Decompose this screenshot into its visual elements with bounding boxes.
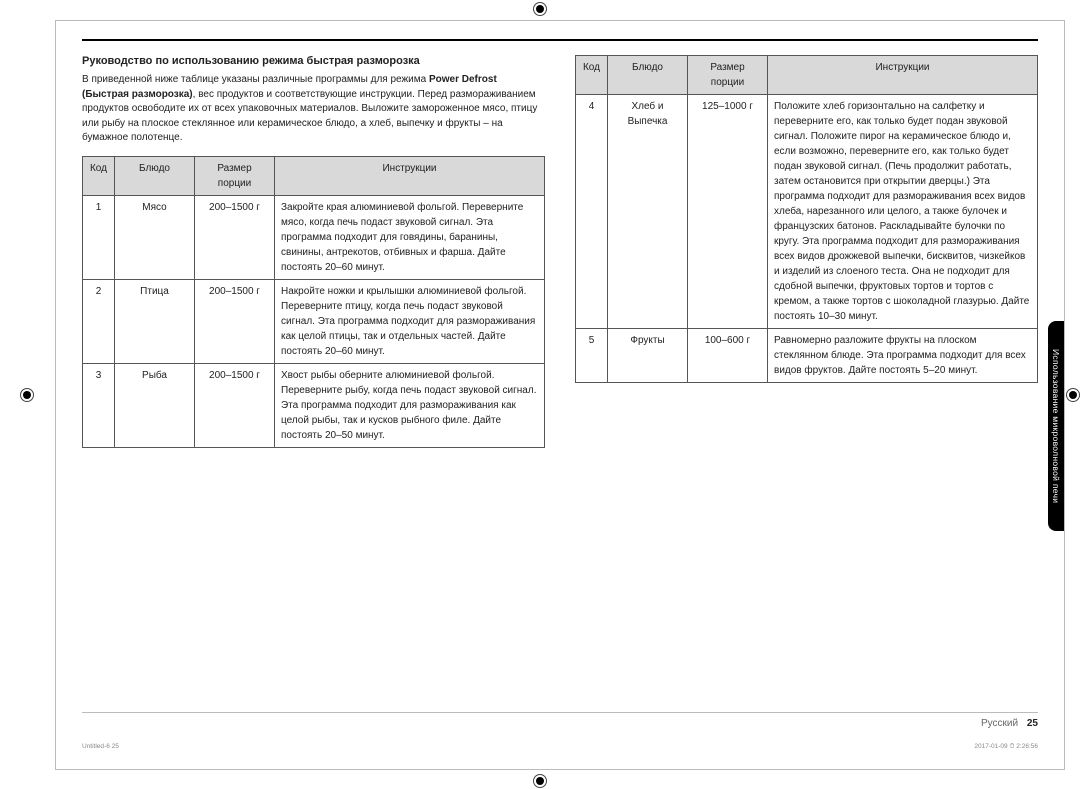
th-instr: Инструкции <box>275 156 545 195</box>
cell-instructions: Закройте края алюминиевой фольгой. Перев… <box>275 195 545 279</box>
defrost-table-left: Код Блюдо Размер порции Инструкции 1Мясо… <box>82 156 545 448</box>
cell-code: 4 <box>576 95 608 329</box>
section-title: Руководство по использованию режима быст… <box>82 55 545 67</box>
cell-instructions: Положите хлеб горизонтально на салфетку … <box>768 95 1038 329</box>
reg-mark-bottom <box>533 774 547 788</box>
cell-dish: Рыба <box>115 363 195 447</box>
footer-language: Русский <box>981 718 1018 729</box>
reg-mark-left <box>20 388 34 402</box>
print-right: 2017-01-09 ⏱ 2:26:56 <box>974 743 1038 751</box>
cell-dish: Хлеб и Выпечка <box>608 95 688 329</box>
print-left: Untitled-6 25 <box>82 743 119 751</box>
th-instr: Инструкции <box>768 56 1038 95</box>
cell-code: 2 <box>83 279 115 363</box>
cell-instructions: Хвост рыбы оберните алюминиевой фольгой.… <box>275 363 545 447</box>
columns: Руководство по использованию режима быст… <box>82 55 1038 448</box>
reg-mark-top <box>533 2 547 16</box>
column-left: Руководство по использованию режима быст… <box>82 55 545 448</box>
th-code: Код <box>83 156 115 195</box>
th-dish: Блюдо <box>115 156 195 195</box>
page: Руководство по использованию режима быст… <box>55 20 1065 770</box>
cell-portion: 100–600 г <box>688 329 768 383</box>
th-portion: Размер порции <box>688 56 768 95</box>
cell-portion: 200–1500 г <box>195 279 275 363</box>
cell-instructions: Накройте ножки и крылышки алюминиевой фо… <box>275 279 545 363</box>
print-marks: Untitled-6 25 2017-01-09 ⏱ 2:26:56 <box>82 743 1038 751</box>
cell-code: 1 <box>83 195 115 279</box>
table-row: 5Фрукты100–600 гРавномерно разложите фру… <box>576 329 1038 383</box>
reg-mark-right <box>1066 388 1080 402</box>
rule-top <box>82 39 1038 41</box>
table-row: 2Птица200–1500 гНакройте ножки и крылышк… <box>83 279 545 363</box>
cell-instructions: Равномерно разложите фрукты на плоском с… <box>768 329 1038 383</box>
table-header-row: Код Блюдо Размер порции Инструкции <box>576 56 1038 95</box>
cell-portion: 200–1500 г <box>195 363 275 447</box>
cell-portion: 125–1000 г <box>688 95 768 329</box>
cell-portion: 200–1500 г <box>195 195 275 279</box>
defrost-table-right: Код Блюдо Размер порции Инструкции 4Хлеб… <box>575 55 1038 383</box>
table-row: 4Хлеб и Выпечка125–1000 гПоложите хлеб г… <box>576 95 1038 329</box>
column-right: Код Блюдо Размер порции Инструкции 4Хлеб… <box>575 55 1038 448</box>
th-dish: Блюдо <box>608 56 688 95</box>
intro-pre: В приведенной ниже таблице указаны разли… <box>82 74 429 85</box>
rule-bottom <box>82 712 1038 713</box>
cell-dish: Мясо <box>115 195 195 279</box>
table-row: 1Мясо200–1500 гЗакройте края алюминиевой… <box>83 195 545 279</box>
page-footer: Русский 25 <box>981 718 1038 729</box>
th-code: Код <box>576 56 608 95</box>
table-header-row: Код Блюдо Размер порции Инструкции <box>83 156 545 195</box>
cell-dish: Птица <box>115 279 195 363</box>
th-portion: Размер порции <box>195 156 275 195</box>
cell-code: 5 <box>576 329 608 383</box>
footer-page-number: 25 <box>1027 718 1038 729</box>
cell-dish: Фрукты <box>608 329 688 383</box>
table-row: 3Рыба200–1500 гХвост рыбы оберните алюми… <box>83 363 545 447</box>
cell-code: 3 <box>83 363 115 447</box>
intro-paragraph: В приведенной ниже таблице указаны разли… <box>82 73 545 146</box>
side-tab: Использование микроволновой печи <box>1048 321 1064 531</box>
